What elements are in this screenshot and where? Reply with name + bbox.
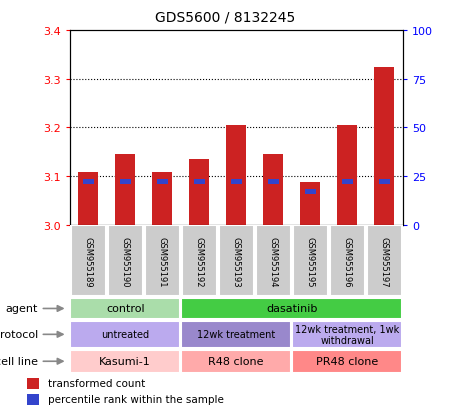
Text: PR48 clone: PR48 clone xyxy=(316,356,378,366)
Bar xyxy=(293,226,328,297)
Bar xyxy=(256,226,291,297)
Bar xyxy=(374,67,394,225)
Bar xyxy=(78,173,99,225)
Bar xyxy=(181,298,402,319)
Bar xyxy=(292,321,402,348)
Bar xyxy=(300,183,320,225)
Bar xyxy=(115,155,135,225)
Text: GDS5600 / 8132245: GDS5600 / 8132245 xyxy=(155,10,295,24)
Bar xyxy=(27,394,39,405)
Text: cell line: cell line xyxy=(0,356,38,366)
Text: control: control xyxy=(106,304,144,314)
Bar xyxy=(305,190,316,195)
Bar xyxy=(268,180,279,185)
Bar xyxy=(71,226,106,297)
Bar xyxy=(292,350,402,373)
Bar xyxy=(337,126,357,225)
Bar xyxy=(330,226,365,297)
Bar xyxy=(108,226,143,297)
Bar xyxy=(27,378,39,389)
Bar xyxy=(226,126,247,225)
Bar xyxy=(231,180,242,185)
Bar xyxy=(194,180,205,185)
Bar xyxy=(181,321,291,348)
Bar xyxy=(367,226,402,297)
Bar xyxy=(378,180,390,185)
Text: transformed count: transformed count xyxy=(48,378,145,388)
Text: agent: agent xyxy=(6,304,38,314)
Text: R48 clone: R48 clone xyxy=(208,356,264,366)
Text: Kasumi-1: Kasumi-1 xyxy=(99,356,151,366)
Text: GSM955195: GSM955195 xyxy=(306,236,315,286)
Bar xyxy=(70,321,180,348)
Bar xyxy=(157,180,168,185)
Text: GSM955197: GSM955197 xyxy=(380,236,389,287)
Bar xyxy=(219,226,254,297)
Bar xyxy=(70,298,180,319)
Text: GSM955190: GSM955190 xyxy=(121,236,130,286)
Bar xyxy=(189,159,209,225)
Text: percentile rank within the sample: percentile rank within the sample xyxy=(48,394,224,404)
Bar xyxy=(70,350,180,373)
Bar xyxy=(182,226,217,297)
Bar xyxy=(152,173,172,225)
Text: GSM955196: GSM955196 xyxy=(343,236,352,287)
Bar xyxy=(263,155,284,225)
Bar xyxy=(120,180,131,185)
Text: GSM955193: GSM955193 xyxy=(232,236,241,287)
Text: GSM955189: GSM955189 xyxy=(84,236,93,287)
Text: protocol: protocol xyxy=(0,330,38,339)
Text: 12wk treatment: 12wk treatment xyxy=(197,330,275,339)
Bar xyxy=(83,180,94,185)
Text: GSM955192: GSM955192 xyxy=(195,236,204,286)
Bar xyxy=(145,226,180,297)
Text: dasatinib: dasatinib xyxy=(266,304,317,314)
Text: 12wk treatment, 1wk
withdrawal: 12wk treatment, 1wk withdrawal xyxy=(295,324,400,345)
Text: GSM955194: GSM955194 xyxy=(269,236,278,286)
Bar xyxy=(181,350,291,373)
Bar xyxy=(342,180,353,185)
Text: untreated: untreated xyxy=(101,330,149,339)
Text: GSM955191: GSM955191 xyxy=(158,236,167,286)
